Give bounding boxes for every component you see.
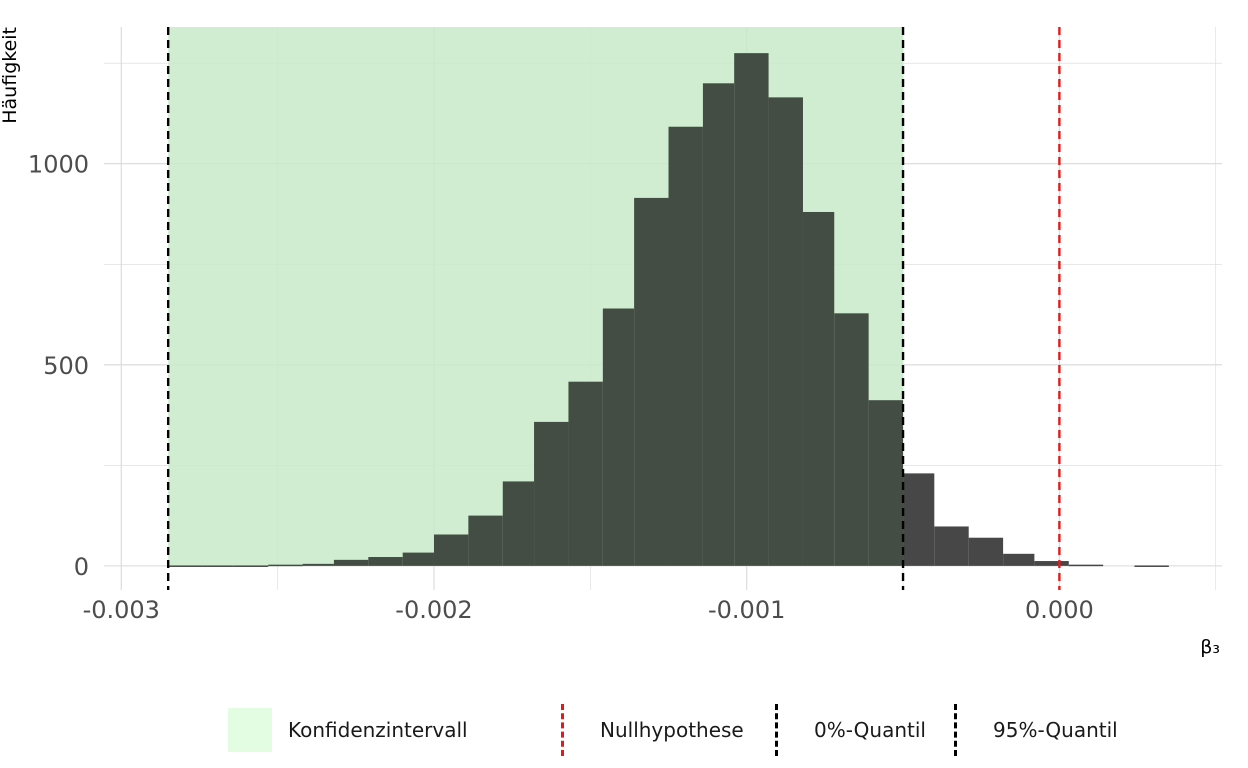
legend-item-95-quantile: 95%-Quantil: [933, 700, 1118, 760]
histogram-bar: [634, 197, 669, 566]
legend-label-ci: Konfidenzintervall: [288, 718, 468, 742]
histogram-bar: [402, 552, 434, 566]
histogram-bar: [934, 526, 969, 566]
histogram-bar: [368, 557, 403, 566]
y-axis-title: Häufigkeit: [0, 27, 21, 124]
axis-tick-labels: -0.003 -0.002 -0.001 0.000 0 500 1000: [28, 151, 1094, 624]
histogram-bars: [168, 27, 1169, 567]
x-tick-label: -0.003: [83, 596, 160, 624]
legend-item-null-hypothesis: Nullhypothese: [540, 700, 744, 760]
histogram-bar: [768, 97, 803, 566]
legend-item-confidence-interval: Konfidenzintervall: [228, 700, 468, 760]
histogram-bar: [1034, 561, 1069, 566]
histogram-bar: [534, 421, 569, 566]
histogram-chart: -0.003 -0.002 -0.001 0.000 0 500 1000 β₃ Häufi…: [0, 27, 1222, 658]
y-tick-label: 0: [74, 553, 89, 581]
histogram-bar: [834, 313, 869, 566]
x-tick-label: 0.000: [1025, 596, 1094, 624]
legend-key-0-quantile-line: [754, 704, 798, 756]
x-axis-title: β₃: [1200, 636, 1220, 658]
histogram-bar: [502, 481, 535, 566]
histogram-bar: [568, 381, 603, 566]
histogram-bar: [268, 564, 303, 567]
legend-key-ci-fill: [228, 708, 272, 752]
histogram-bar: [468, 515, 503, 566]
y-tick-label: 500: [43, 352, 89, 380]
histogram-bar: [734, 53, 769, 566]
legend-label-0-quantile: 0%-Quantil: [814, 718, 926, 742]
legend-key-null-line: [540, 704, 584, 756]
legend-label-95-quantile: 95%-Quantil: [993, 718, 1118, 742]
x-tick-label: -0.002: [395, 596, 472, 624]
y-tick-label: 1000: [28, 151, 89, 179]
legend-key-95-quantile-line: [933, 704, 977, 756]
histogram-bar: [802, 211, 835, 566]
legend-label-null: Nullhypothese: [600, 718, 744, 742]
histogram-bar: [202, 565, 234, 567]
histogram-bar: [1068, 564, 1104, 567]
histogram-bar: [668, 126, 703, 566]
histogram-bar: [968, 537, 1004, 566]
histogram-bar: [433, 534, 469, 566]
legend-item-0-quantile: 0%-Quantil: [754, 700, 926, 760]
confidence-interval-overlay: [168, 27, 904, 566]
histogram-bar: [702, 83, 735, 566]
histogram-bar: [233, 565, 269, 567]
histogram-bar: [1134, 565, 1169, 567]
legend: Konfidenzintervall Nullhypothese 0%-Quan…: [0, 700, 1248, 760]
histogram-bar: [302, 563, 334, 566]
histogram-bar: [602, 308, 635, 566]
histogram-bar: [868, 400, 904, 566]
histogram-bar: [168, 565, 203, 567]
reference-lines: [166, 27, 1061, 590]
histogram-bar: [903, 473, 935, 566]
histogram-bar: [333, 559, 369, 566]
x-tick-label: -0.001: [708, 596, 785, 624]
histogram-bar: [1003, 553, 1035, 566]
